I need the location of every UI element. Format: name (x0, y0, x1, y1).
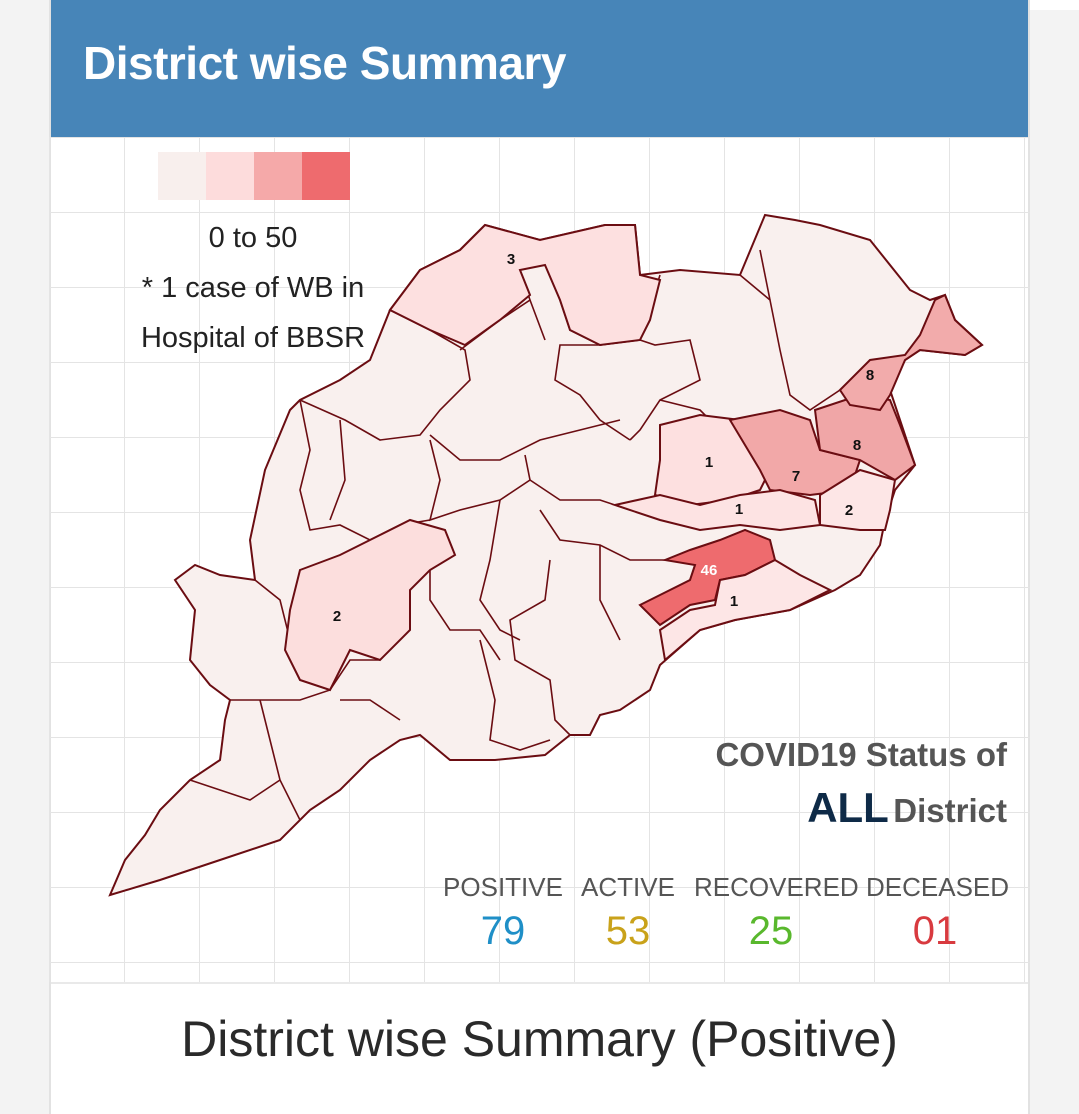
district-east-8-upper (838, 293, 984, 412)
district-label-ne-lower: 8 (853, 437, 861, 454)
status-all: ALL (807, 784, 889, 831)
status-title: COVID19 Status of (715, 736, 1007, 773)
stat-deceased-label: DECEASED (866, 872, 1010, 902)
state-outline (108, 213, 984, 897)
district-label-khordha: 46 (701, 562, 718, 579)
stat-deceased-value: 01 (912, 909, 958, 953)
district-west-2 (283, 518, 457, 692)
district-label-ne-upper: 8 (866, 367, 874, 384)
stat-active-value: 53 (605, 909, 651, 953)
district-mid-1 (611, 488, 822, 532)
district-label-north: 3 (507, 251, 515, 268)
district-north-3 (388, 223, 662, 347)
legend-note-line2: Hospital of BBSR (140, 322, 366, 354)
stat-active: ACTIVE 53 (579, 872, 677, 954)
divider (51, 982, 1028, 984)
district-label-west: 2 (333, 608, 341, 625)
map-panel: 3 8 8 1 7 1 2 46 1 2 (49, 137, 1030, 982)
odisha-district-map: 3 8 8 1 7 1 2 46 1 2 (49, 137, 1030, 982)
district-coast-2 (819, 468, 897, 531)
legend-swatch-4 (302, 152, 350, 200)
legend-swatch-1 (158, 152, 206, 200)
district-label-puri: 1 (730, 593, 738, 610)
header-bar: District wise Summary (51, 0, 1028, 137)
stat-recovered-label: RECOVERED (694, 872, 859, 902)
stat-recovered: RECOVERED 25 (694, 872, 859, 954)
stat-positive: POSITIVE 79 (443, 872, 563, 954)
section-title: District wise Summary (Positive) (181, 1011, 898, 1067)
district-label-east: 7 (792, 468, 800, 485)
page-title: District wise Summary (83, 37, 566, 89)
stat-deceased: DECEASED 01 (866, 872, 1010, 954)
stat-recovered-value: 25 (748, 909, 794, 953)
legend-range: 0 to 50 (208, 222, 298, 254)
status-district: District (893, 792, 1007, 829)
status-subtitle: ALL District (807, 784, 1007, 832)
stat-active-label: ACTIVE (581, 872, 675, 902)
stat-positive-label: POSITIVE (443, 872, 563, 902)
district-puri-1 (658, 558, 833, 662)
district-label-mid: 1 (735, 501, 743, 518)
district-label-coast: 2 (845, 502, 853, 519)
district-label-center: 1 (705, 454, 713, 471)
legend-swatch-3 (254, 152, 302, 200)
legend-note-line1: * 1 case of WB in (141, 272, 365, 304)
legend-swatch-2 (206, 152, 254, 200)
stat-positive-value: 79 (480, 909, 526, 953)
